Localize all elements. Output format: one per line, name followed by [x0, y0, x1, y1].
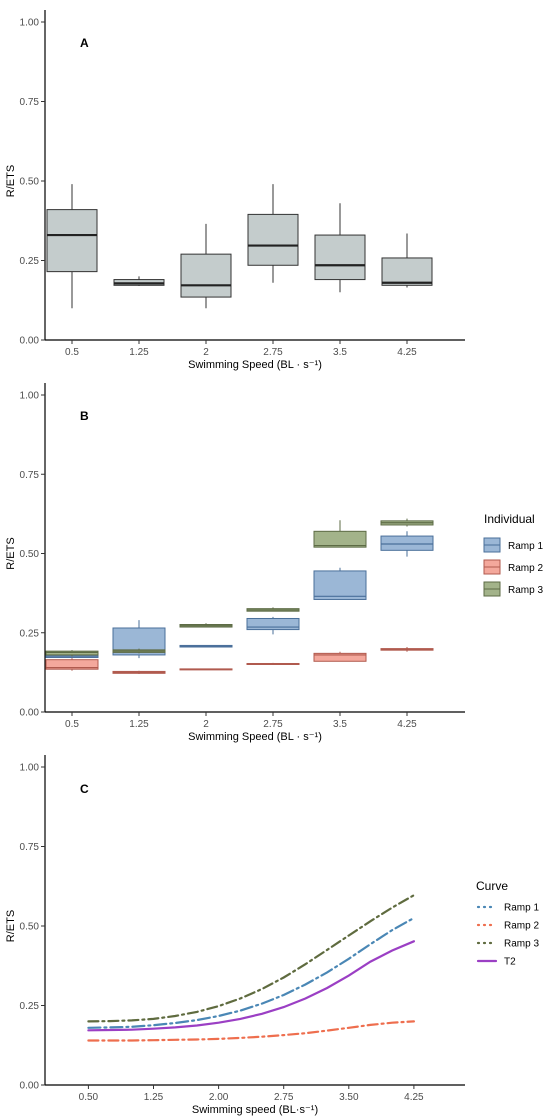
legend-label: Ramp 3	[508, 585, 543, 596]
box	[314, 234, 366, 281]
box	[313, 652, 367, 662]
y-axis-title: R/ETS	[5, 537, 17, 569]
box	[381, 257, 433, 286]
x-tick-label: 0.5	[65, 719, 79, 730]
y-tick-label: 1.00	[20, 18, 40, 29]
legend-title: Curve	[476, 879, 508, 893]
x-tick-label: 2.75	[274, 1092, 294, 1103]
y-tick-label: 0.25	[20, 1001, 40, 1012]
series-line-ramp-2	[87, 1020, 415, 1042]
x-axis-title: Swimming speed (BL·s⁻¹)	[192, 1104, 318, 1116]
x-tick-label: 4.25	[397, 719, 417, 730]
legend-title: Individual	[484, 512, 535, 526]
box	[180, 253, 232, 298]
panel-b: 0.00 0.25 0.50 0.75 1.00 R/ETS Swimming Speed …	[5, 383, 543, 743]
y-tick-label: 0.25	[20, 628, 40, 639]
box	[246, 617, 300, 631]
x-tick-label: 3.5	[333, 719, 347, 730]
x-tick-label: 2	[203, 719, 209, 730]
box	[380, 535, 434, 551]
x-tick-label: 3.50	[339, 1092, 359, 1103]
box	[313, 530, 367, 548]
x-tick-label: 4.25	[397, 347, 417, 358]
x-tick-label: 2.75	[263, 347, 283, 358]
y-tick-label: 1.00	[20, 391, 40, 402]
x-axis-title: Swimming Speed (BL · s⁻¹)	[188, 731, 322, 743]
panel-letter: A	[80, 36, 89, 50]
panel-a: 0.00 0.25 0.50 0.75 1.00 R/ETS Swimming Speed …	[5, 10, 465, 371]
x-tick-label: 2.75	[263, 719, 283, 730]
x-tick-label: 4.25	[404, 1092, 424, 1103]
y-tick-label: 0.75	[20, 470, 40, 481]
y-axis-title: R/ETS	[5, 165, 17, 197]
legend-label: Ramp 3	[504, 939, 539, 950]
x-tick-label: 0.50	[79, 1092, 99, 1103]
y-tick-label: 0.25	[20, 256, 40, 267]
panel-c: 0.00 0.25 0.50 0.75 1.00 R/ETS Swimming speed …	[5, 755, 539, 1116]
legend-label: Ramp 1	[504, 903, 539, 914]
y-tick-label: 1.00	[20, 763, 40, 774]
legend-label: Ramp 2	[508, 563, 543, 574]
x-tick-label: 2.00	[209, 1092, 229, 1103]
y-tick-label: 0.50	[20, 177, 40, 188]
series-line-t2	[87, 940, 415, 1032]
x-tick-label: 1.25	[144, 1092, 164, 1103]
series-line-ramp-1	[87, 916, 415, 1029]
x-tick-label: 3.5	[333, 347, 347, 358]
y-tick-label: 0.00	[20, 708, 40, 719]
y-tick-label: 0.50	[20, 549, 40, 560]
legend-label: Ramp 2	[504, 921, 539, 932]
box	[45, 650, 99, 656]
panel-letter: B	[80, 409, 89, 423]
y-tick-label: 0.50	[20, 922, 40, 933]
y-tick-label: 0.75	[20, 97, 40, 108]
y-tick-label: 0.00	[20, 336, 40, 347]
x-tick-label: 0.5	[65, 347, 79, 358]
x-tick-label: 1.25	[129, 347, 149, 358]
y-tick-label: 0.00	[20, 1081, 40, 1092]
panel-letter: C	[80, 782, 89, 796]
x-axis-title: Swimming Speed (BL · s⁻¹)	[188, 359, 322, 371]
box	[313, 570, 367, 600]
box	[45, 659, 99, 670]
x-tick-label: 1.25	[129, 719, 149, 730]
series-line-ramp-3	[87, 894, 415, 1023]
box	[247, 213, 299, 266]
y-axis-title: R/ETS	[5, 910, 17, 942]
x-tick-label: 2	[203, 347, 209, 358]
y-tick-label: 0.75	[20, 842, 40, 853]
box	[46, 209, 98, 273]
legend-label: Ramp 1	[508, 541, 543, 552]
legend-label: T2	[504, 957, 516, 968]
